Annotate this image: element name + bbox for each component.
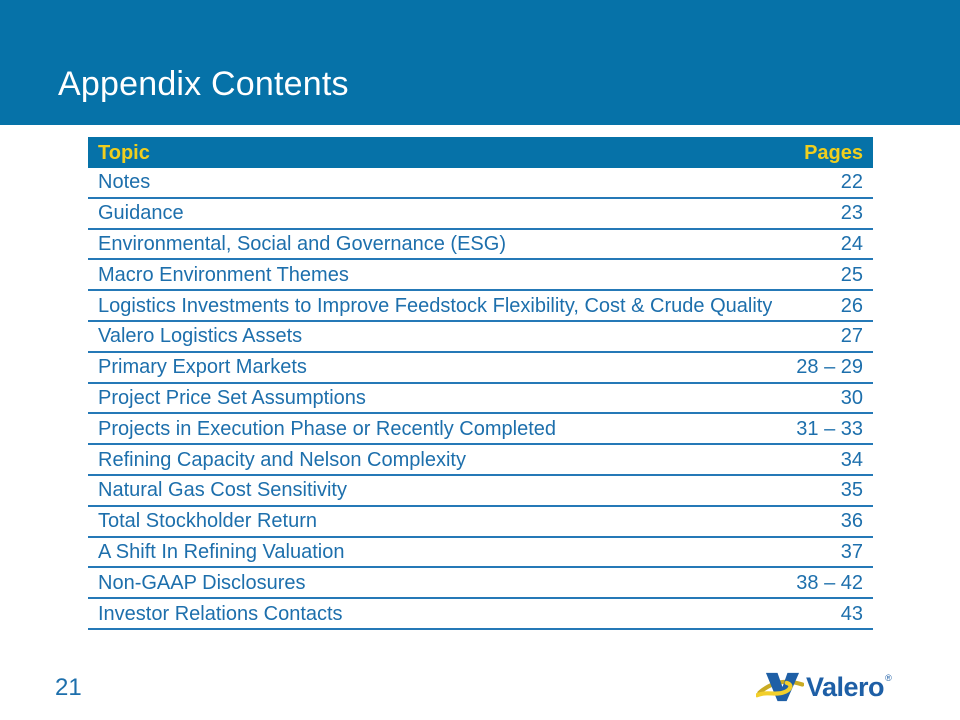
table-row: Project Price Set Assumptions 30 bbox=[88, 384, 873, 415]
row-topic: Environmental, Social and Governance (ES… bbox=[98, 233, 506, 254]
registered-trademark-symbol: ® bbox=[885, 672, 892, 683]
table-row: A Shift In Refining Valuation 37 bbox=[88, 538, 873, 569]
row-topic: Notes bbox=[98, 172, 151, 193]
row-topic: Macro Environment Themes bbox=[98, 264, 349, 285]
row-topic: Total Stockholder Return bbox=[98, 511, 318, 532]
row-pages: 22 bbox=[840, 171, 863, 194]
table-header-row: Topic Pages bbox=[88, 137, 873, 168]
row-pages: 27 bbox=[840, 325, 863, 348]
row-pages: 25 bbox=[840, 263, 863, 286]
table-row: Non-GAAP Disclosures 38 – 42 bbox=[88, 568, 873, 600]
row-topic: Project Price Set Assumptions bbox=[98, 387, 366, 408]
table-row: Guidance 23 bbox=[88, 199, 873, 230]
table-row: Macro Environment Themes 25 bbox=[88, 260, 873, 292]
row-pages: 36 bbox=[840, 510, 863, 533]
row-topic: Investor Relations Contacts bbox=[98, 603, 343, 624]
table-row: Total Stockholder Return 36 bbox=[88, 507, 873, 538]
row-topic: Natural Gas Cost Sensitivity bbox=[98, 480, 347, 501]
row-topic: A Shift In Refining Valuation bbox=[98, 541, 345, 562]
row-pages: 31 – 33 bbox=[796, 417, 863, 440]
row-topic: Guidance bbox=[98, 203, 184, 224]
row-topic: Primary Export Markets bbox=[98, 357, 307, 378]
row-pages: 23 bbox=[840, 202, 863, 225]
row-topic: Logistics Investments to Improve Feedsto… bbox=[98, 295, 773, 316]
table-row: Logistics Investments to Improve Feedsto… bbox=[88, 291, 873, 322]
row-pages: 34 bbox=[840, 448, 863, 471]
row-pages: 38 – 42 bbox=[796, 571, 863, 594]
slide-page-number: 21 bbox=[55, 674, 82, 701]
topic-column-header: Topic bbox=[98, 141, 150, 164]
pages-column-header: Pages bbox=[804, 141, 863, 164]
row-pages: 43 bbox=[840, 602, 863, 625]
row-topic: Non-GAAP Disclosures bbox=[98, 572, 306, 593]
table-row: Investor Relations Contacts 43 bbox=[88, 599, 873, 630]
row-pages: 35 bbox=[840, 479, 863, 502]
table-row: Refining Capacity and Nelson Complexity 3… bbox=[88, 445, 873, 476]
toc-body: Notes 22 Guidance 23 Environmental, Social a… bbox=[88, 168, 873, 630]
valero-v-swoosh-icon bbox=[756, 672, 804, 702]
row-topic: Refining Capacity and Nelson Complexity bbox=[98, 449, 466, 470]
title-band: Appendix Contents bbox=[0, 0, 960, 125]
appendix-contents-table: Topic Pages Notes 22 Guidance 23 Environment… bbox=[88, 137, 873, 630]
table-row: Notes 22 bbox=[88, 168, 873, 199]
table-row: Projects in Execution Phase or Recently … bbox=[88, 414, 873, 446]
row-pages: 30 bbox=[840, 386, 863, 409]
row-pages: 28 – 29 bbox=[796, 356, 863, 379]
table-row: Environmental, Social and Governance (ES… bbox=[88, 230, 873, 261]
valero-logo: Valero ® bbox=[756, 667, 916, 707]
valero-wordmark: Valero bbox=[806, 671, 885, 702]
row-pages: 37 bbox=[840, 540, 863, 563]
slide-title: Appendix Contents bbox=[58, 65, 349, 103]
row-topic: Projects in Execution Phase or Recently … bbox=[98, 418, 557, 439]
table-row: Valero Logistics Assets 27 bbox=[88, 322, 873, 353]
table-row: Primary Export Markets 28 – 29 bbox=[88, 353, 873, 384]
table-row: Natural Gas Cost Sensitivity 35 bbox=[88, 476, 873, 507]
row-pages: 26 bbox=[840, 294, 863, 317]
row-pages: 24 bbox=[840, 232, 863, 255]
row-topic: Valero Logistics Assets bbox=[98, 326, 303, 347]
